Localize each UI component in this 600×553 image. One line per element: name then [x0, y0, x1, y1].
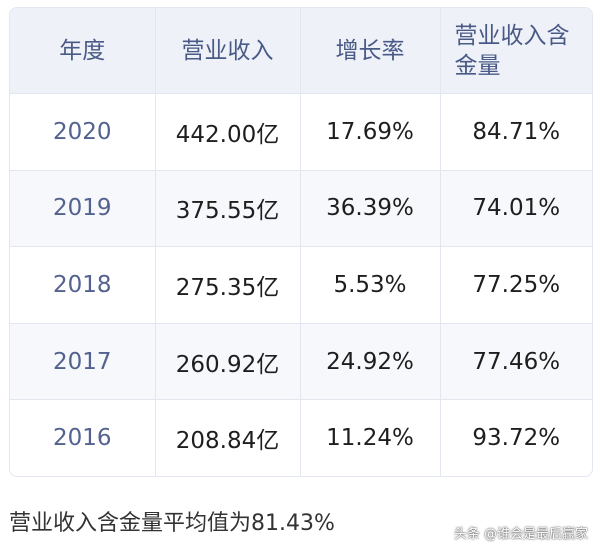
header-year: 年度 — [10, 8, 156, 94]
cell-growth: 24.92% — [300, 323, 441, 401]
cell-revenue: 275.35亿 — [155, 246, 301, 324]
cell-quality: 74.01% — [440, 170, 592, 248]
cell-growth: 11.24% — [300, 399, 441, 476]
header-row: 年度 营业收入 增长率 营业收入含金量 — [10, 8, 592, 94]
header-revenue-quality: 营业收入含金量 — [440, 8, 592, 94]
data-table-container: 年度 营业收入 增长率 营业收入含金量 2020 442.00亿 17.69% … — [9, 7, 593, 477]
cell-year: 2017 — [10, 323, 156, 401]
revenue-table: 年度 营业收入 增长率 营业收入含金量 2020 442.00亿 17.69% … — [10, 8, 592, 476]
cell-revenue: 260.92亿 — [155, 323, 301, 401]
cell-quality: 77.46% — [440, 323, 592, 401]
header-revenue: 营业收入 — [155, 8, 301, 94]
table-row: 2020 442.00亿 17.69% 84.71% — [10, 93, 592, 171]
cell-revenue: 442.00亿 — [155, 93, 301, 171]
watermark: 头条 @谁会是最后赢家 — [453, 527, 588, 542]
cell-quality: 77.25% — [440, 246, 592, 324]
table-row: 2018 275.35亿 5.53% 77.25% — [10, 246, 592, 324]
summary-text: 营业收入含金量平均值为81.43% — [9, 511, 335, 536]
cell-year: 2018 — [10, 246, 156, 324]
header-growth: 增长率 — [300, 8, 441, 94]
cell-growth: 5.53% — [300, 246, 441, 324]
cell-year: 2020 — [10, 93, 156, 171]
cell-growth: 17.69% — [300, 93, 441, 171]
cell-year: 2016 — [10, 399, 156, 476]
cell-year: 2019 — [10, 170, 156, 248]
table-row: 2019 375.55亿 36.39% 74.01% — [10, 170, 592, 248]
cell-revenue: 208.84亿 — [155, 399, 301, 476]
cell-quality: 93.72% — [472, 425, 561, 452]
cell-quality: 84.71% — [440, 93, 592, 171]
cell-revenue: 375.55亿 — [155, 170, 301, 248]
table-row: 2017 260.92亿 24.92% 77.46% — [10, 323, 592, 401]
cell-growth: 36.39% — [300, 170, 441, 248]
table-row: 2016 208.84亿 11.24% 93.72% — [10, 399, 592, 476]
